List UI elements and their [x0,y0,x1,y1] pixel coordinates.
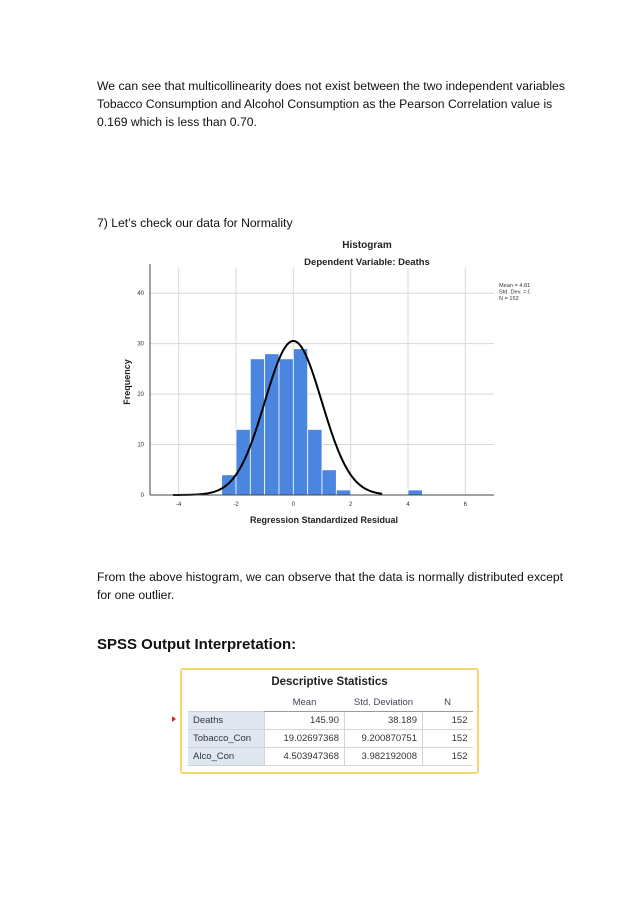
chart-stats-box: Mean = 4.81E-17Std. Dev. = 0.993N = 152 [499,283,530,302]
chart-title: Histogram [342,240,392,251]
histogram-bar [407,489,423,496]
histogram-chart: Histogram Dependent Variable: Deaths -4-… [122,240,530,525]
stats-line: N = 152 [499,296,519,302]
cell-std-deviation: 3.982192008 [344,747,423,766]
y-tick-label: 10 [137,443,144,449]
table-row: Deaths 145.90 38.189 152 [188,711,473,730]
histogram-bar [292,348,309,496]
y-tick-label: 20 [137,392,144,398]
column-header-std-deviation: Std. Deviation [344,694,423,712]
x-tick-label: 0 [292,502,296,508]
histogram-bar [307,429,323,496]
section-heading: SPSS Output Interpretation: [97,636,297,653]
column-header-mean: Mean [264,694,345,712]
table-row: Alco_Con 4.503947368 3.982192008 152 [188,747,473,766]
histogram-bar [278,358,294,496]
histogram-bar [264,353,280,496]
y-tick-label: 30 [137,342,144,348]
cell-mean: 145.90 [264,711,345,730]
histogram-bar [335,489,352,496]
cell-n: 152 [422,711,473,730]
paragraph-normality-step: 7) Let’s check our data for Normality [97,216,293,230]
row-label: Tobacco_Con [188,729,265,748]
cell-std-deviation: 9.200870751 [344,729,423,748]
y-tick-labels: 0 10 20 30 40 [137,291,144,499]
row-label: Alco_Con [188,747,265,766]
corner-cell [188,694,265,712]
chart-grid [150,268,494,496]
chart-bars [221,348,423,496]
stats-grid: Mean Std. Deviation N Deaths 145.90 38.1… [188,694,473,766]
paragraph-multicollinearity: We can see that multicollinearity does n… [97,79,565,129]
y-tick-label: 40 [137,291,144,297]
cell-n: 152 [422,729,473,748]
table-title: Descriptive Statistics [271,676,388,688]
x-tick-labels: -4 -2 0 2 4 6 [176,502,468,508]
x-axis-label: Regression Standardized Residual [250,515,398,525]
y-tick-label: 0 [141,493,145,499]
cell-mean: 19.02697368 [264,729,345,748]
paragraph-histogram-conclusion: From the above histogram, we can observe… [97,570,564,602]
row-marker-icon [172,716,176,722]
histogram-bar [321,469,337,496]
x-tick-label: 2 [349,502,353,508]
column-header-n: N [422,694,473,712]
chart-axes [149,264,494,496]
table-row: Tobacco_Con 19.02697368 9.200870751 152 [188,729,473,748]
y-axis-label: Frequency [122,359,132,405]
cell-mean: 4.503947368 [264,747,345,766]
cell-std-deviation: 38.189 [344,711,423,730]
x-tick-label: 4 [406,502,410,508]
descriptive-statistics-table: Descriptive Statistics Mean Std. Deviati… [180,668,479,774]
chart-subtitle: Dependent Variable: Deaths [304,257,430,268]
normal-curve [172,339,383,496]
stats-line: Std. Dev. = 0.993 [499,290,530,296]
cell-n: 152 [422,747,473,766]
x-tick-label: -2 [233,502,239,508]
stats-line: Mean = 4.81E-17 [499,283,530,289]
x-tick-label: -4 [176,502,182,508]
row-label: Deaths [188,711,265,730]
x-tick-label: 6 [464,502,468,508]
